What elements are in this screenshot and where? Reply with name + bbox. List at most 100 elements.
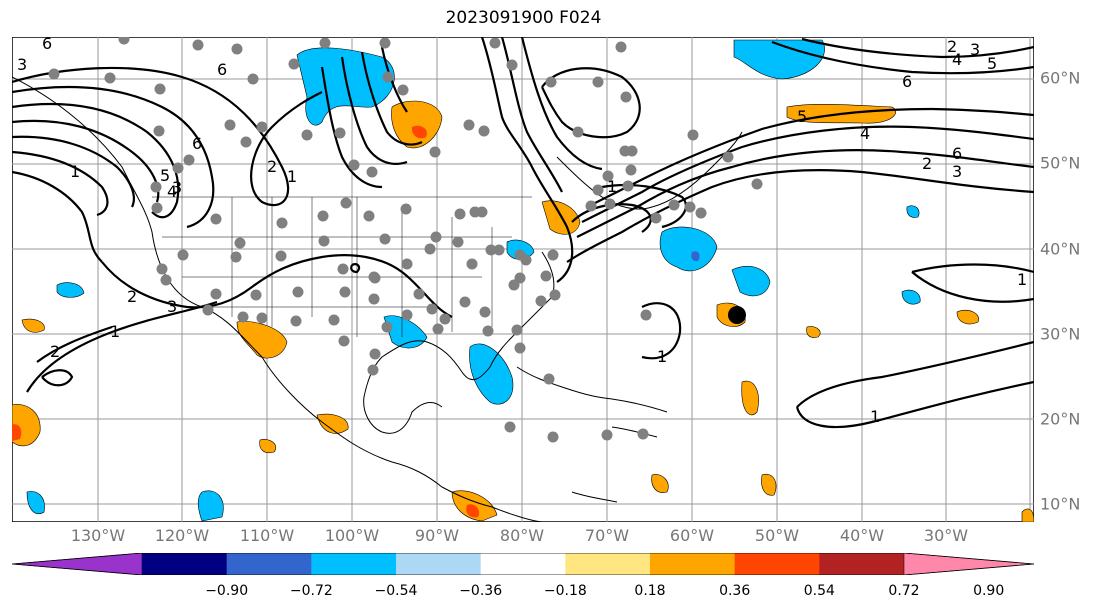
station-dot bbox=[520, 254, 532, 266]
colorbar-tick-label: 0.54 bbox=[803, 583, 835, 599]
colorbar-tick-label: 0.18 bbox=[634, 583, 666, 599]
station-dot bbox=[429, 146, 441, 158]
strong-negative-anomaly-area bbox=[691, 251, 700, 262]
positive-anomaly-area bbox=[236, 321, 288, 359]
station-dot bbox=[210, 213, 222, 225]
contour-label: 4 bbox=[952, 50, 962, 69]
strong-positive-anomaly-area bbox=[411, 125, 427, 139]
station-dot bbox=[118, 37, 130, 45]
colorbar-segment bbox=[311, 553, 397, 575]
station-dot bbox=[622, 180, 634, 192]
lat-label: 60°N bbox=[1040, 68, 1081, 88]
negative-anomaly-area bbox=[26, 491, 45, 515]
station-dot bbox=[379, 37, 391, 49]
station-dot bbox=[439, 313, 451, 325]
contour-label: 2 bbox=[267, 157, 277, 176]
station-dot bbox=[400, 203, 412, 215]
station-dot bbox=[150, 181, 162, 193]
station-dot bbox=[668, 199, 680, 211]
station-dot bbox=[367, 364, 379, 376]
lon-label: 120°W bbox=[154, 526, 210, 545]
station-dot bbox=[640, 309, 652, 321]
station-dot bbox=[478, 125, 490, 137]
contour-label: 2 bbox=[922, 154, 932, 173]
station-dot bbox=[292, 286, 304, 298]
station-dot bbox=[348, 159, 360, 171]
station-dot bbox=[247, 73, 259, 85]
negative-anomaly-area bbox=[197, 490, 224, 522]
station-dot bbox=[602, 170, 614, 182]
colorbar-extend-low bbox=[12, 553, 143, 575]
station-dot bbox=[256, 312, 268, 324]
colorbar-segment bbox=[142, 553, 228, 575]
contour-label: 3 bbox=[172, 178, 182, 197]
contour-label: 1 bbox=[657, 347, 667, 366]
contour-label: 6 bbox=[952, 144, 962, 163]
station-dot bbox=[545, 76, 557, 88]
station-dot bbox=[151, 202, 163, 214]
station-dot bbox=[650, 212, 662, 224]
station-dot bbox=[319, 37, 331, 49]
station-dot bbox=[463, 119, 475, 131]
station-dot bbox=[401, 309, 413, 321]
station-dot bbox=[338, 335, 350, 347]
lat-label: 50°N bbox=[1040, 153, 1081, 173]
station-dot bbox=[620, 91, 632, 103]
station-dot bbox=[615, 41, 627, 53]
station-dot bbox=[328, 314, 340, 326]
lat-label: 40°N bbox=[1040, 239, 1081, 259]
station-dot bbox=[240, 136, 252, 148]
contour-label: 2 bbox=[127, 287, 137, 306]
contour-label: 6 bbox=[192, 134, 202, 153]
station-dot bbox=[459, 296, 471, 308]
contour-label: 5 bbox=[987, 54, 997, 73]
station-dot bbox=[156, 263, 168, 275]
storm-center-marker bbox=[728, 306, 746, 324]
lat-label: 20°N bbox=[1040, 409, 1081, 429]
contour-label: 3 bbox=[952, 162, 962, 181]
colorbar-tick-label: −0.90 bbox=[205, 583, 249, 599]
lon-label: 60°W bbox=[669, 526, 715, 545]
station-dot bbox=[301, 129, 313, 141]
station-dot bbox=[369, 272, 381, 284]
station-dot bbox=[192, 39, 204, 51]
station-dot bbox=[172, 162, 184, 174]
lon-label: 80°W bbox=[499, 526, 545, 545]
station-dot bbox=[230, 251, 242, 263]
contour-label: 1 bbox=[70, 162, 80, 181]
station-markers bbox=[48, 37, 763, 443]
contour-label: 1 bbox=[607, 177, 617, 196]
colorbar-segment bbox=[650, 553, 736, 575]
station-dot bbox=[234, 237, 246, 249]
colorbar-segment bbox=[734, 553, 820, 575]
station-dot bbox=[153, 125, 165, 137]
station-dot bbox=[237, 311, 249, 323]
station-dot bbox=[104, 72, 116, 84]
station-dot bbox=[684, 201, 696, 213]
station-dot bbox=[506, 59, 518, 71]
station-dot bbox=[340, 197, 352, 209]
station-dot bbox=[547, 249, 559, 261]
station-dot bbox=[619, 145, 631, 157]
station-dot bbox=[276, 217, 288, 229]
station-dot bbox=[625, 164, 637, 176]
station-dot bbox=[318, 235, 330, 247]
contour-label: 5 bbox=[160, 166, 170, 185]
height-contours bbox=[12, 37, 1034, 429]
station-dot bbox=[722, 151, 734, 163]
negative-anomaly-area bbox=[469, 343, 514, 405]
station-dot bbox=[695, 207, 707, 219]
station-dot bbox=[687, 129, 699, 141]
station-dot bbox=[160, 274, 172, 286]
lat-label: 30°N bbox=[1040, 324, 1081, 344]
strong-positive-anomaly-area bbox=[466, 504, 480, 518]
station-dot bbox=[454, 208, 466, 220]
positive-anomaly-area bbox=[806, 326, 821, 338]
contour-label: 3 bbox=[17, 55, 27, 74]
contour-label: 2 bbox=[50, 342, 60, 361]
station-dot bbox=[334, 127, 346, 139]
lon-label: 90°W bbox=[414, 526, 460, 545]
negative-anomaly-area bbox=[906, 205, 920, 218]
contour-label: 6 bbox=[902, 72, 912, 91]
colorbar-tick-label: −0.54 bbox=[374, 583, 418, 599]
